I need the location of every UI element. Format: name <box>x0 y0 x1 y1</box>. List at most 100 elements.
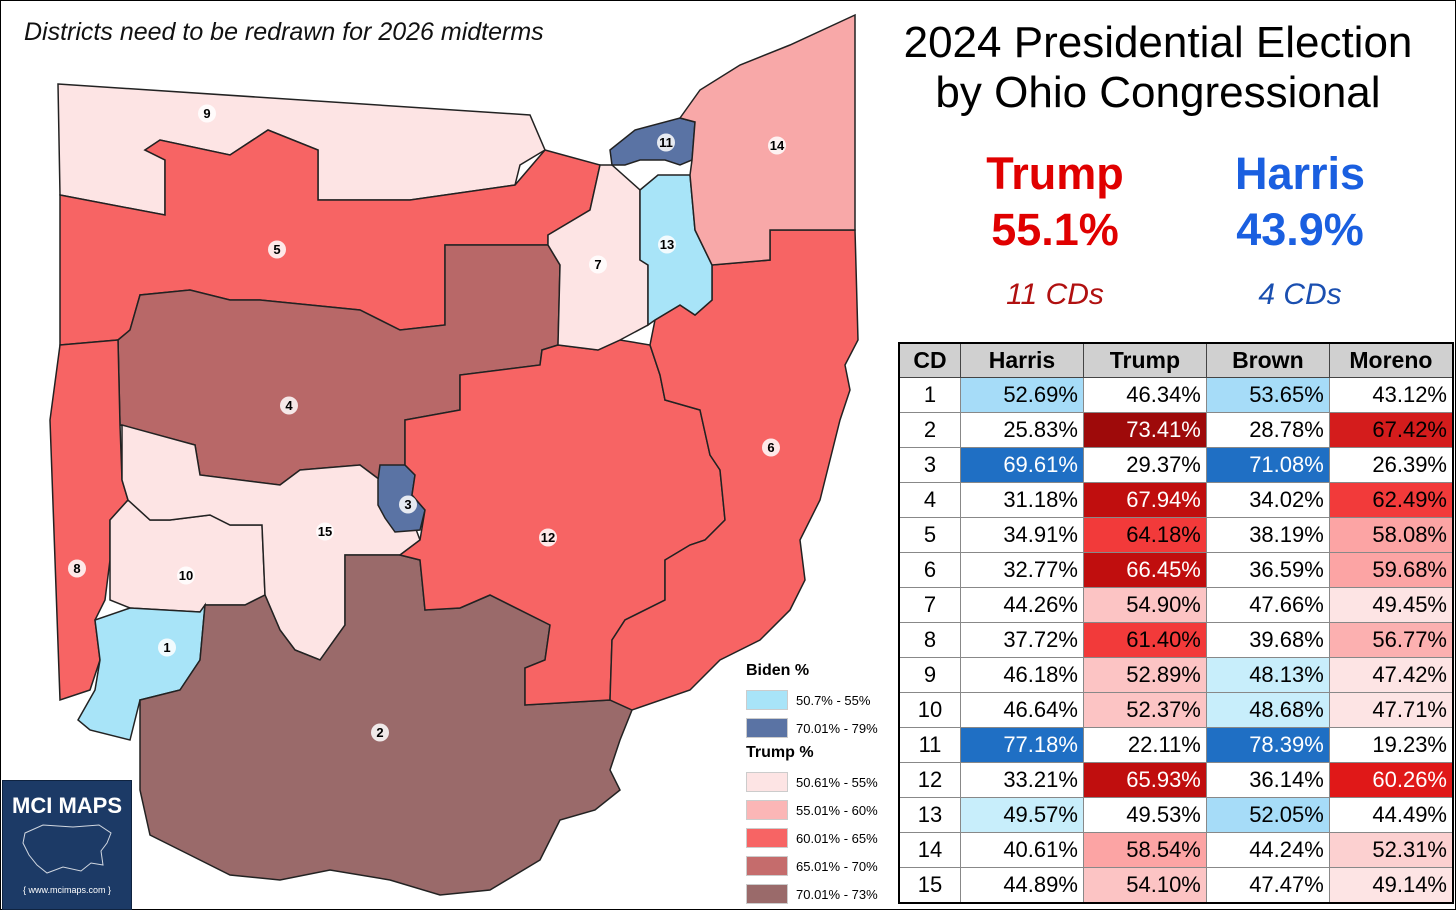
district-label-badge <box>316 522 334 541</box>
table-cell: 48.13% <box>1205 657 1330 693</box>
table-cell: 40.61% <box>960 832 1084 868</box>
table-cell: 32.77% <box>960 552 1084 588</box>
cd-number-cell: 8 <box>898 622 961 658</box>
table-row: 8 37.72% 61.40% 39.68% 56.77% <box>898 622 1454 658</box>
legend-item: 55.01% - 60% <box>746 796 896 824</box>
legend-swatch <box>746 884 788 904</box>
mci-maps-logo: MCI MAPS { www.mcimaps.com } <box>2 780 132 910</box>
table-cell: 47.71% <box>1328 692 1454 728</box>
table-body: 1 52.69% 46.34% 53.65% 43.12% 2 25.83% 73.41% 28… <box>898 377 1454 904</box>
district-12-label: 12 <box>541 530 555 545</box>
district-15-label: 15 <box>318 524 332 539</box>
table-cell: 64.18% <box>1082 517 1207 553</box>
table-row: 13 49.57% 49.53% 52.05% 44.49% <box>898 797 1454 833</box>
district-10-label: 10 <box>179 568 193 583</box>
legend-swatch <box>746 856 788 876</box>
table-header-row: CD Harris Trump Brown Moreno <box>898 342 1454 378</box>
table-cell: 71.08% <box>1205 447 1330 483</box>
legend-swatch <box>746 800 788 820</box>
district-label-badge <box>158 638 176 657</box>
legend-swatch <box>746 772 788 792</box>
table-cell: 49.57% <box>960 797 1084 833</box>
table-row: 14 40.61% 58.54% 44.24% 52.31% <box>898 832 1454 868</box>
cd-number-cell: 13 <box>898 797 961 833</box>
legend-item: 70.01% - 79% <box>746 714 896 742</box>
trump-percentage: 55.1% <box>991 204 1119 255</box>
header-harris: Harris <box>960 342 1084 378</box>
legend-item: 60.01% - 65% <box>746 824 896 852</box>
table-cell: 49.14% <box>1328 867 1454 904</box>
district-14-label: 14 <box>770 138 785 153</box>
harris-summary: Harris 43.9% <box>1180 146 1420 258</box>
header-brown: Brown <box>1205 342 1330 378</box>
table-row: 11 77.18% 22.11% 78.39% 19.23% <box>898 727 1454 763</box>
cd-number-cell: 12 <box>898 762 961 798</box>
district-11-label: 11 <box>659 135 673 150</box>
cd-number-cell: 11 <box>898 727 961 763</box>
table-row: 2 25.83% 73.41% 28.78% 67.42% <box>898 412 1454 448</box>
table-cell: 53.65% <box>1205 377 1330 413</box>
legend-label: 65.01% - 70% <box>796 858 878 874</box>
district-label-badge <box>268 240 286 259</box>
harris-name: Harris <box>1234 148 1366 199</box>
district-label-badge <box>658 235 676 254</box>
table-cell: 46.18% <box>960 657 1084 693</box>
district-14-area <box>678 13 856 266</box>
table-cell: 43.12% <box>1328 377 1454 413</box>
table-row: 12 33.21% 65.93% 36.14% 60.26% <box>898 762 1454 798</box>
trump-cd-count: 11 CDs <box>1006 278 1104 311</box>
cd-number-cell: 14 <box>898 832 961 868</box>
table-cell: 47.42% <box>1328 657 1454 693</box>
table-cell: 52.05% <box>1205 797 1330 833</box>
legend-swatch <box>746 690 788 710</box>
table-cell: 47.66% <box>1205 587 1330 623</box>
district-9-label: 9 <box>203 106 210 121</box>
table-row: 4 31.18% 67.94% 34.02% 62.49% <box>898 482 1454 518</box>
district-label-badge <box>177 566 195 585</box>
page-title: 2024 Presidential Election by Ohio Congr… <box>862 18 1454 118</box>
legend-trump-header: Trump % <box>746 744 814 761</box>
district-8-area <box>49 339 129 702</box>
table-cell: 78.39% <box>1205 727 1330 763</box>
legend-label: 50.7% - 55% <box>796 692 871 708</box>
table-cell: 31.18% <box>960 482 1084 518</box>
table-cell: 44.89% <box>960 867 1084 904</box>
cd-number-cell: 2 <box>898 412 961 448</box>
legend-item: 65.01% - 70% <box>746 852 896 880</box>
district-label-badge <box>539 528 557 547</box>
table-cell: 36.14% <box>1205 762 1330 798</box>
table-cell: 49.53% <box>1082 797 1207 833</box>
table-row: 5 34.91% 64.18% 38.19% 58.08% <box>898 517 1454 553</box>
table-cell: 49.45% <box>1328 587 1454 623</box>
district-1-label: 1 <box>163 640 170 655</box>
table-cell: 56.77% <box>1328 622 1454 658</box>
table-cell: 58.54% <box>1082 832 1207 868</box>
table-cell: 25.83% <box>960 412 1084 448</box>
table-cell: 46.64% <box>960 692 1084 728</box>
table-cell: 28.78% <box>1205 412 1330 448</box>
header-moreno: Moreno <box>1328 342 1454 378</box>
table-cell: 36.59% <box>1205 552 1330 588</box>
results-table: CD Harris Trump Brown Moreno 1 52.69% 46.3… <box>898 342 1454 904</box>
legend-label: 55.01% - 60% <box>796 802 878 818</box>
table-cell: 58.08% <box>1328 517 1454 553</box>
district-4-label: 4 <box>285 398 293 413</box>
district-13-label: 13 <box>660 237 674 252</box>
district-label-badge <box>657 133 675 152</box>
table-row: 15 44.89% 54.10% 47.47% 49.14% <box>898 867 1454 904</box>
table-cell: 48.68% <box>1205 692 1330 728</box>
table-cell: 44.24% <box>1205 832 1330 868</box>
district-6-label: 6 <box>767 440 774 455</box>
legend-item: 50.61% - 55% <box>746 768 896 796</box>
table-cell: 59.68% <box>1328 552 1454 588</box>
table-cell: 67.94% <box>1082 482 1207 518</box>
cd-number-cell: 3 <box>898 447 961 483</box>
table-cell: 37.72% <box>960 622 1084 658</box>
district-8-label: 8 <box>73 561 80 576</box>
title-line-2: by Ohio Congressional <box>935 68 1381 117</box>
ohio-district-map: 9 5 4 8 10 15 3 1 2 12 6 7 13 11 14 <box>49 13 859 896</box>
legend-biden-header: Biden % <box>746 662 810 679</box>
cd-number-cell: 4 <box>898 482 961 518</box>
table-cell: 19.23% <box>1328 727 1454 763</box>
title-line-1: 2024 Presidential Election <box>903 18 1413 67</box>
